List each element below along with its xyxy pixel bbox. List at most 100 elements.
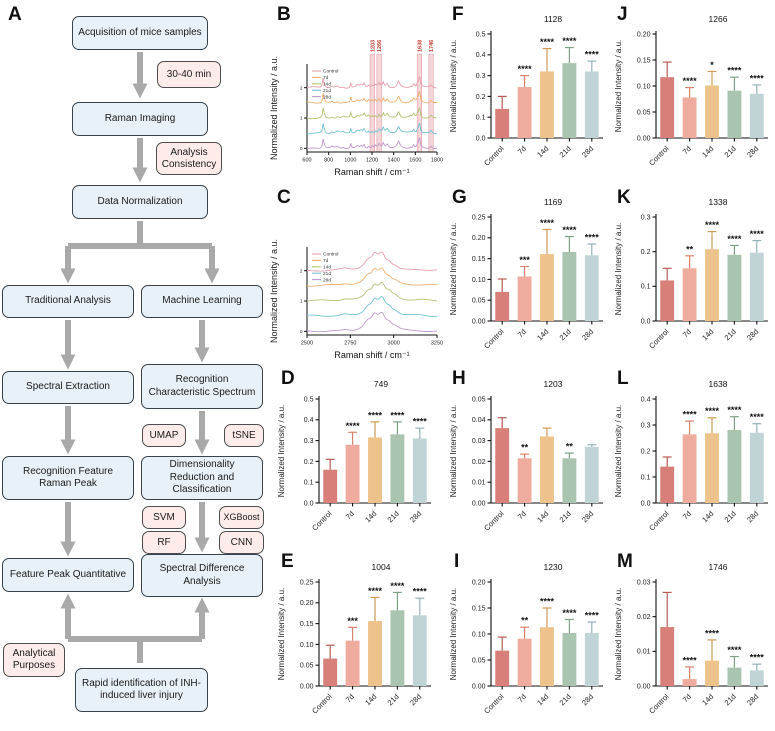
svg-text:0.2: 0.2 [641,249,651,256]
svg-text:1169: 1169 [544,197,563,207]
svg-text:0.4: 0.4 [304,417,314,424]
svg-text:****: **** [705,628,720,638]
svg-text:21d: 21d [323,271,331,277]
error-bar-Control [497,278,507,292]
svg-text:Normalized Intensity / a.u.: Normalized Intensity / a.u. [449,223,458,315]
spectra-svg-B: 1203 1266 1638 1746 600 800 1000 1200 1400 1600 18… [269,40,443,177]
error-bar-7d [685,420,695,435]
error-bar-7d [520,74,530,88]
error-bar-14d [707,70,717,86]
bar-svg-1746: 1746 0.00 0.01 0.02 0.03 Normalized Intensity… [614,562,768,716]
svg-text:14d: 14d [323,82,331,88]
flow-node-acquisition: Acquisition of mice samples [72,16,208,50]
bar-14d [540,436,554,503]
panel-label-M: M [617,551,633,572]
svg-text:Normalized Intensity / a.u.: Normalized Intensity / a.u. [449,405,458,497]
svg-text:1200: 1200 [366,158,378,164]
svg-text:Control: Control [647,144,671,168]
svg-text:3000: 3000 [388,341,400,347]
error-bar-7d [520,626,530,639]
svg-text:28d: 28d [323,94,331,100]
svg-text:2: 2 [300,268,303,273]
bar-chart-1203: 1203 0.00 0.01 0.02 0.03 0.04 0.05 Normalized I… [445,365,610,548]
trace-14d [307,281,438,302]
bar-7d [517,638,532,686]
bar-14d [540,254,554,321]
bar-Control [660,627,675,686]
error-bar-14d [542,47,552,72]
svg-text:28d: 28d [580,327,595,342]
svg-text:0.1: 0.1 [304,480,314,487]
svg-text:0.3: 0.3 [476,73,486,80]
svg-text:****: **** [705,406,720,416]
panel-label-H: H [452,368,466,389]
highlight-band-1203 [369,53,375,153]
svg-text:****: **** [540,597,555,607]
bar-28d [584,632,599,686]
flow-tag-consistency: Analysis Consistency [156,142,222,175]
svg-text:21d: 21d [386,509,401,524]
error-bar-7d [520,453,530,459]
svg-text:****: **** [562,608,577,618]
bar-Control [323,658,338,686]
svg-text:****: **** [585,611,600,621]
svg-text:0.4: 0.4 [476,52,486,59]
bar-chart-1004: 1004 0.00 0.05 0.10 0.15 0.20 0.25 Normalized I… [273,548,453,731]
svg-text:Raman shift / cm⁻¹: Raman shift / cm⁻¹ [334,167,409,177]
bar-28d [749,252,764,321]
error-bar-28d [587,60,597,72]
error-bar-21d [564,235,574,252]
flow-node-rapid-identification: Rapid identification of INH-induced live… [75,668,208,712]
panel-A: A [0,0,265,731]
svg-text:0.2: 0.2 [641,448,651,455]
bar-svg-1128: 1128 0.0 0.1 0.2 0.3 0.4 0.5 Normalized Intensi… [449,14,603,168]
highlight-band-1266 [376,53,382,153]
svg-text:Normalized Intensity / a.u.: Normalized Intensity / a.u. [449,588,458,680]
bar-14d [368,621,382,686]
flow-node-traditional-analysis: Traditional Analysis [2,285,134,318]
svg-text:7d: 7d [681,327,693,339]
bar-Control [495,650,510,686]
svg-text:7d: 7d [323,258,329,264]
error-bar-28d [752,423,762,433]
svg-text:****: **** [346,421,361,431]
error-bar-Control [497,636,507,651]
svg-text:21d: 21d [723,144,738,159]
flow-node-recognition-spectrum: Recognition Characteristic Spectrum [141,364,263,409]
svg-text:0.15: 0.15 [472,605,486,612]
svg-text:1: 1 [300,116,303,121]
bar-14d [705,249,719,321]
trace-Control [306,76,437,89]
svg-text:0.00: 0.00 [637,683,651,690]
svg-text:0: 0 [300,146,303,151]
panel-D: D 749 0.0 0.1 0.2 0.3 0.4 0.5 Normalized Intens… [265,365,445,548]
error-bar-7d [348,431,358,445]
error-bar-14d [542,607,552,628]
svg-text:28d: 28d [745,692,760,707]
svg-text:7d: 7d [516,327,528,339]
svg-text:14d: 14d [363,509,378,524]
trace-7d [307,267,437,287]
svg-text:21d: 21d [723,692,738,707]
error-bar-7d [685,255,695,269]
bar-21d [390,434,405,503]
bar-21d [562,632,577,686]
svg-text:****: **** [683,76,698,86]
svg-text:****: **** [750,412,765,422]
svg-text:Normalized Intensity / a.u.: Normalized Intensity / a.u. [614,588,623,680]
svg-text:2500: 2500 [301,341,313,347]
svg-text:1800: 1800 [431,158,443,164]
svg-text:Normalized Intensity / a.u.: Normalized Intensity / a.u. [269,56,279,160]
error-bar-Control [497,417,507,429]
svg-text:Control: Control [482,692,506,716]
svg-text:749: 749 [374,379,388,389]
svg-text:****: **** [413,417,428,427]
error-bar-21d [729,655,739,668]
svg-text:****: **** [683,655,698,665]
highlight-band-1638 [416,53,422,153]
panel-label-A: A [8,4,22,25]
panel-F: F 1128 0.0 0.1 0.2 0.3 0.4 0.5 Normalized Inten… [445,0,610,183]
panel-E: E 1004 0.00 0.05 0.10 0.15 0.20 0.25 Normalized… [265,548,445,731]
svg-text:14d: 14d [700,327,715,342]
